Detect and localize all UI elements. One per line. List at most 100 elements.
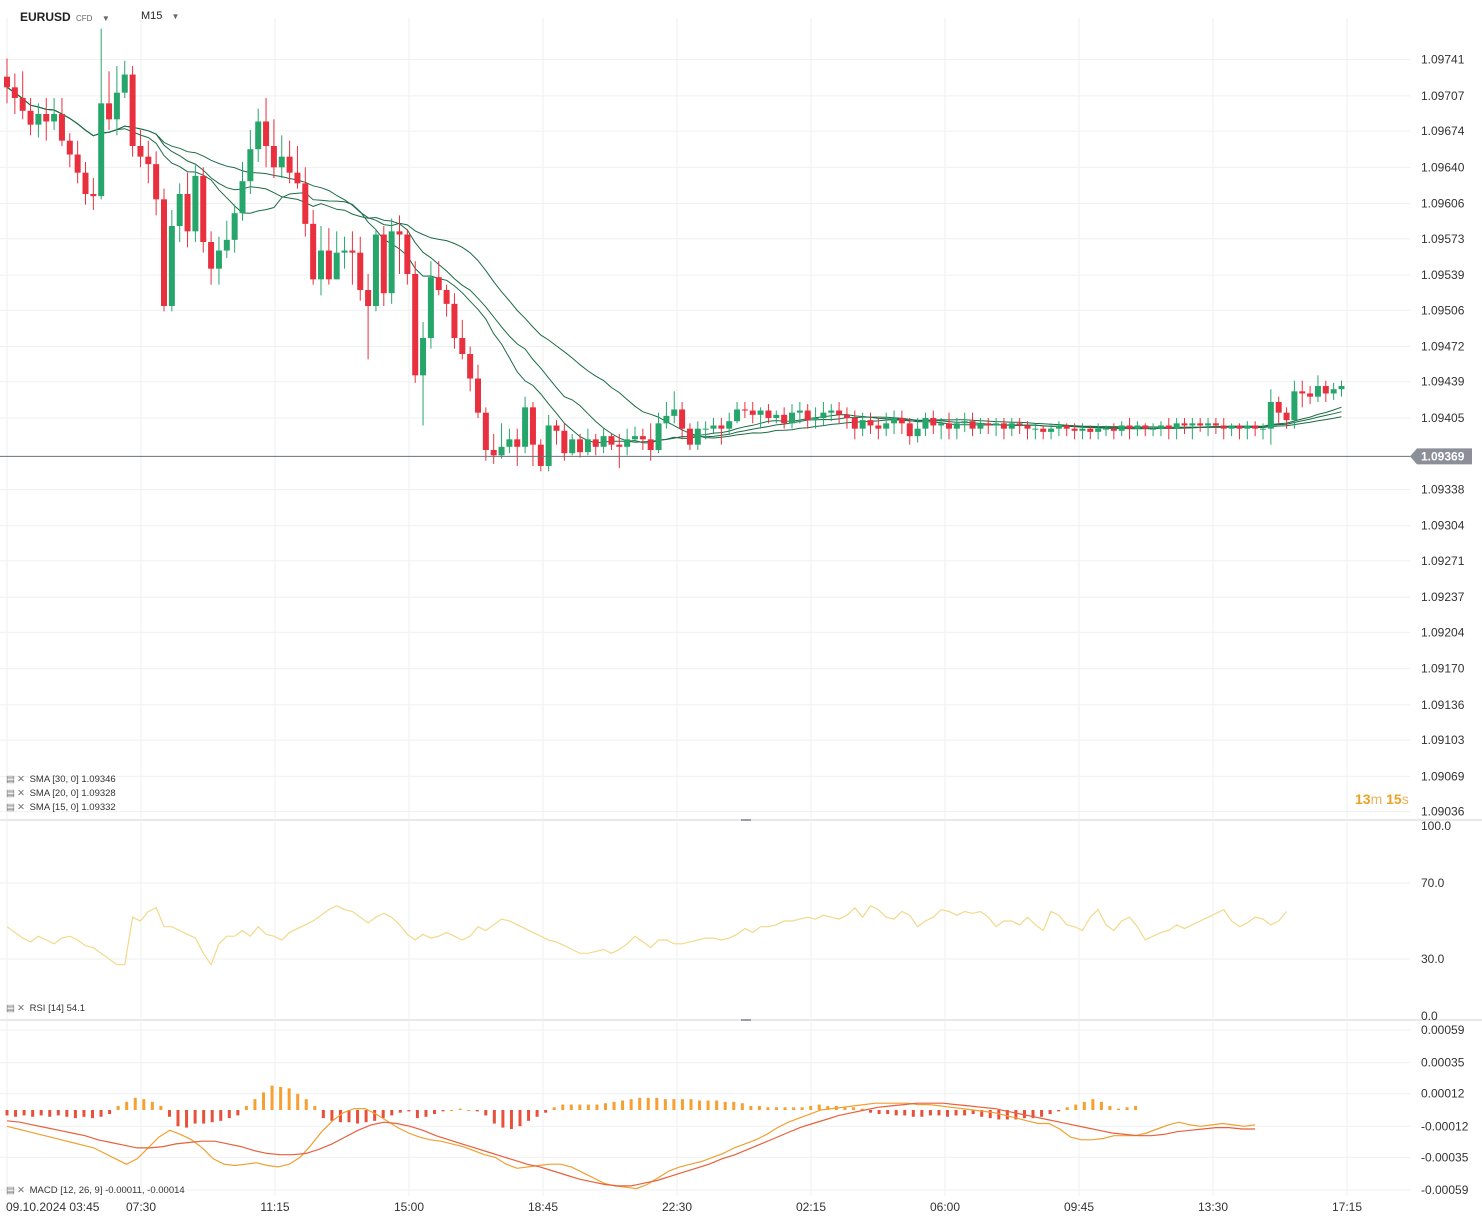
- close-icon[interactable]: ✕: [16, 788, 25, 799]
- candle-body: [1063, 425, 1070, 429]
- candle-body: [953, 423, 960, 429]
- macd-histogram-bar: [1065, 1107, 1069, 1110]
- candle-body: [734, 409, 741, 422]
- symbol-dropdown-icon[interactable]: ▼: [101, 14, 110, 23]
- macd-histogram-bar: [937, 1110, 941, 1116]
- macd-value: -0.00011, -0.00014: [105, 1185, 185, 1196]
- candle-body: [749, 410, 756, 415]
- candle-body: [263, 121, 270, 146]
- candle-body: [1228, 425, 1235, 429]
- close-icon[interactable]: ✕: [16, 774, 25, 785]
- sma-20-line: [6, 86, 1342, 443]
- sma20-legend[interactable]: ▤ ✕ SMA [20, 0] 1.09328: [6, 788, 116, 799]
- macd-histogram-bar: [1117, 1108, 1120, 1110]
- candle-body: [632, 436, 638, 440]
- candle-body: [694, 428, 701, 445]
- macd-histogram-bar: [484, 1110, 488, 1116]
- candle-body: [600, 436, 607, 447]
- macd-histogram-bar: [73, 1110, 77, 1119]
- rsi-line: [6, 905, 1287, 966]
- candle-body: [1008, 423, 1015, 429]
- candle-body: [168, 226, 175, 306]
- price-tick-label: 1.09338: [1421, 482, 1465, 496]
- timeframe-selector[interactable]: M15 ▼: [141, 10, 179, 22]
- macd-histogram-bar: [450, 1110, 454, 1111]
- macd-histogram-bar: [133, 1097, 137, 1110]
- price-tick-label: 1.09640: [1421, 160, 1465, 174]
- macd-histogram-bar: [5, 1110, 9, 1116]
- candles: [4, 28, 1345, 472]
- candle-body: [208, 242, 215, 269]
- price-tick-label: 1.09539: [1421, 268, 1465, 282]
- candle-body: [43, 114, 50, 122]
- candle-body: [977, 423, 984, 429]
- menu-icon[interactable]: ▤: [6, 1185, 15, 1196]
- candle-body: [1212, 423, 1219, 426]
- macd-histogram-bar: [185, 1110, 189, 1128]
- rsi-legend[interactable]: ▤ ✕ RSI [14] 54.1: [6, 1003, 85, 1014]
- candle-body: [58, 114, 65, 141]
- candle-body: [1291, 391, 1298, 421]
- menu-icon[interactable]: ▤: [6, 1003, 15, 1014]
- candle-body: [914, 428, 921, 437]
- countdown-seconds: 15: [1386, 791, 1402, 807]
- sma-15-line: [6, 86, 1342, 444]
- timeframe-dropdown-icon[interactable]: ▼: [171, 12, 180, 21]
- candle-body: [372, 234, 379, 306]
- close-icon[interactable]: ✕: [16, 1003, 25, 1014]
- macd-histogram-bar: [313, 1105, 317, 1110]
- countdown-minutes: 13: [1355, 791, 1371, 807]
- macd-histogram-bar: [398, 1110, 402, 1113]
- candle-body: [451, 303, 458, 338]
- candle-body: [859, 420, 866, 429]
- macd-histogram-bar: [1074, 1104, 1078, 1110]
- sma30-legend[interactable]: ▤ ✕ SMA [30, 0] 1.09346: [6, 774, 116, 785]
- candle-body: [145, 156, 152, 165]
- candle-body: [192, 175, 199, 232]
- close-icon[interactable]: ✕: [16, 802, 25, 813]
- current-price-value: 1.09369: [1421, 449, 1465, 463]
- time-tick-label: 22:30: [662, 1200, 692, 1214]
- macd-histogram-bar: [116, 1105, 120, 1110]
- price-tick-label: 1.09405: [1421, 411, 1465, 425]
- candle-body: [1338, 386, 1345, 390]
- macd-histogram-bar: [928, 1110, 932, 1116]
- candle-body: [294, 172, 301, 184]
- menu-icon[interactable]: ▤: [6, 802, 15, 813]
- candle-body: [702, 428, 709, 430]
- menu-icon[interactable]: ▤: [6, 774, 15, 785]
- candle-body: [388, 231, 395, 294]
- countdown-min-unit: m: [1370, 791, 1383, 807]
- candle-body: [98, 103, 105, 197]
- macd-histogram-bar: [980, 1110, 984, 1117]
- candle-body: [506, 439, 513, 447]
- candle-body: [883, 423, 890, 429]
- rsi-tick-label: 100.0: [1421, 819, 1451, 833]
- price-tick-label: 1.09573: [1421, 232, 1465, 246]
- macd-histogram-bar: [1125, 1107, 1129, 1110]
- candle-body: [796, 410, 803, 413]
- macd-histogram-bar: [629, 1099, 633, 1110]
- candle-body: [592, 439, 599, 447]
- sma15-legend[interactable]: ▤ ✕ SMA [15, 0] 1.09332: [6, 802, 116, 813]
- macd-histogram-bar: [680, 1099, 684, 1110]
- candle-body: [1197, 423, 1204, 426]
- symbol-label[interactable]: EURUSD CFD ▼: [20, 10, 110, 24]
- candle-body: [1205, 423, 1212, 426]
- macd-histogram-bar: [706, 1100, 710, 1110]
- macd-legend[interactable]: ▤ ✕ MACD [12, 26, 9] -0.00011, -0.00014: [6, 1185, 185, 1196]
- menu-icon[interactable]: ▤: [6, 788, 15, 799]
- macd-histogram-bar: [903, 1110, 907, 1116]
- macd-histogram-bar: [210, 1110, 214, 1123]
- sma30-value: 1.09346: [81, 774, 116, 785]
- close-icon[interactable]: ✕: [16, 1185, 25, 1196]
- rsi-value: 54.1: [66, 1003, 86, 1014]
- symbol-name: EURUSD: [20, 10, 71, 24]
- macd-histogram-bar: [851, 1107, 855, 1110]
- candle-body: [66, 140, 73, 155]
- time-tick-label: 07:30: [126, 1200, 156, 1214]
- candle-body: [851, 418, 858, 429]
- macd-histogram-bar: [612, 1101, 616, 1110]
- candle-body: [482, 412, 489, 450]
